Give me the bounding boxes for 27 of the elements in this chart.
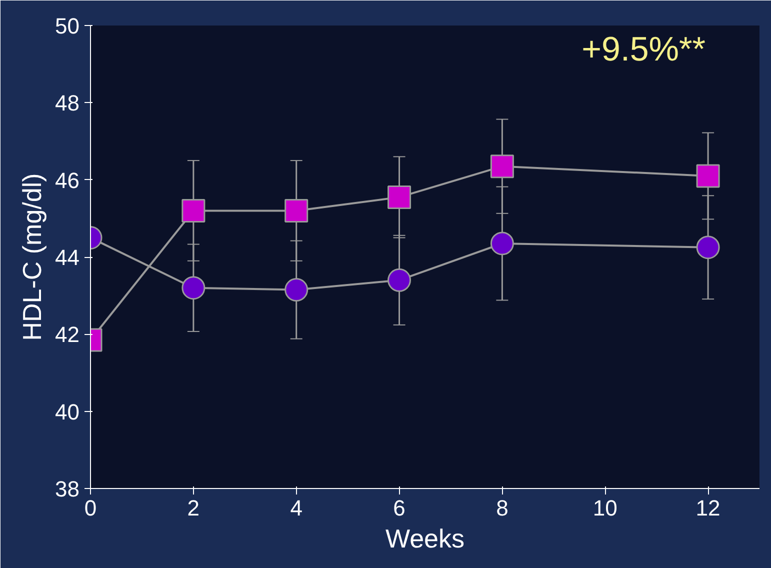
point [182, 276, 206, 300]
y-tick-label: 48 [55, 90, 80, 116]
y-tick-label: 38 [55, 476, 80, 502]
x-tick-label: 2 [187, 496, 200, 520]
y-tick-label: 42 [55, 322, 80, 348]
x-tick-label: 10 [592, 496, 618, 520]
x-tick-label: 6 [393, 496, 406, 520]
point [490, 154, 514, 178]
point [388, 185, 412, 209]
y-tick-label: 44 [55, 245, 80, 270]
x-axis-title: Weeks [386, 524, 465, 554]
annotation: +9.5%** [582, 30, 706, 68]
point [696, 236, 720, 260]
point [696, 164, 720, 188]
x-tick-label: 4 [290, 496, 302, 520]
y-tick-label: 40 [55, 399, 80, 424]
point [284, 278, 308, 302]
y-tick-label: 50 [55, 14, 80, 38]
y-tick-label: 46 [55, 168, 80, 193]
x-tick-label: 12 [696, 496, 720, 520]
x-tick-label: 8 [496, 496, 508, 520]
point [284, 198, 308, 222]
point [388, 268, 412, 292]
point [490, 232, 514, 256]
y-axis-title: HDL-C (mg/dl) [17, 173, 48, 341]
point [182, 198, 206, 222]
x-tick-label: 0 [84, 496, 97, 520]
